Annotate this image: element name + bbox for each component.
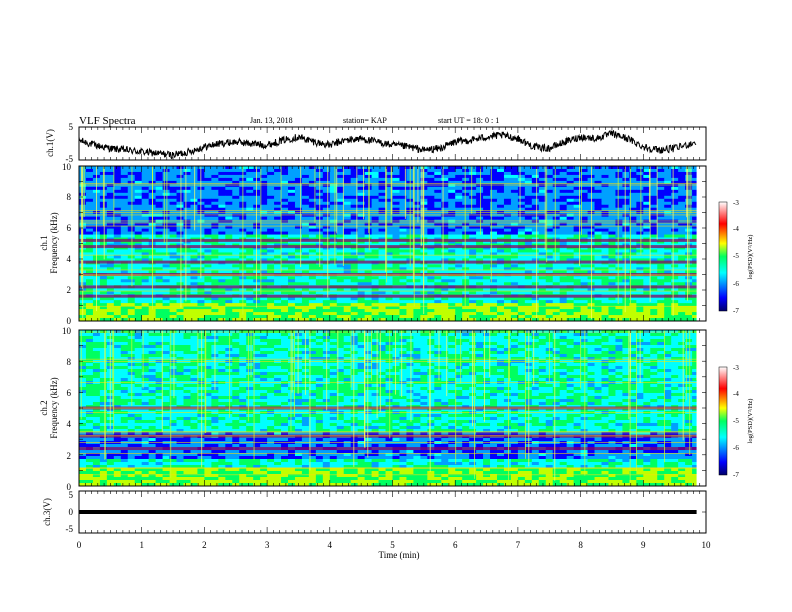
ch1-colorbar: -3 -4 -5 -6 -7 log(PSD)(V²/Hz)	[718, 199, 754, 315]
time-tick-6: 6	[453, 540, 458, 550]
ch1-frequency-ylabel: Frequency (kHz)	[49, 212, 59, 273]
ch1-channel-label: ch.1	[39, 235, 49, 250]
time-tick-9: 9	[641, 540, 646, 550]
ch1-freq-tick-0: 0	[67, 316, 72, 326]
ch3-ytick-mid: 0	[69, 507, 74, 517]
start-time-label: start UT = 18: 0 : 1	[438, 116, 499, 125]
ch2-spectrogram-panel: 10 8 6 4 2 0 ch.2 Frequency (kHz)	[39, 326, 707, 492]
time-axis-label: Time (min)	[379, 550, 420, 560]
ch1-ytick-bottom: -5	[66, 154, 74, 164]
ch1-spectrogram-image	[79, 166, 707, 322]
ch1-amplitude-line	[78, 129, 697, 160]
ch2-freq-tick-2: 2	[67, 451, 72, 461]
ch1-colorbar-tick-m6: -6	[733, 280, 739, 288]
ch1-freq-tick-4: 4	[67, 254, 72, 264]
ch2-freq-tick-8: 8	[67, 357, 72, 367]
ch2-frequency-ylabel: Frequency (kHz)	[49, 377, 59, 438]
time-tick-4: 4	[328, 540, 333, 550]
date-label: Jan. 13, 2018	[250, 116, 293, 125]
ch1-amplitude-trace	[78, 129, 697, 160]
time-tick-8: 8	[578, 540, 583, 550]
figure-title: VLF Spectra	[79, 115, 136, 127]
ch3-amplitude-ylabel: ch.3(V)	[42, 498, 52, 526]
ch1-colorbar-label: log(PSD)(V²/Hz)	[747, 235, 754, 280]
ch1-freq-tick-6: 6	[67, 223, 72, 233]
ch1-amplitude-panel: 5 -5 ch.1(V)	[45, 122, 707, 164]
ch2-colorbar: -3 -4 -5 -6 -7 log(PSD)(V²/Hz)	[718, 364, 754, 479]
ch2-channel-label: ch.2	[39, 400, 49, 415]
ch2-colorbar-tick-m5: -5	[733, 417, 739, 425]
ch1-freq-tick-8: 8	[67, 192, 72, 202]
ch1-spectrogram-panel: 10 8 6 4 2 0 ch.1 Frequency (kHz)	[39, 162, 707, 326]
time-tick-7: 7	[516, 540, 521, 550]
ch2-spectrogram-image	[79, 330, 707, 487]
time-tick-0: 0	[77, 540, 82, 550]
time-axis-ticks: 0 1 2 3 4 5 6 7 8 9 10	[77, 540, 711, 550]
ch1-colorbar-tick-m4: -4	[733, 225, 739, 233]
ch2-freq-tick-0: 0	[67, 482, 72, 492]
ch2-colorbar-label: log(PSD)(V²/Hz)	[747, 399, 754, 444]
ch2-colorbar-tick-m4: -4	[733, 390, 739, 398]
time-tick-1: 1	[139, 540, 144, 550]
ch2-freq-tick-10: 10	[62, 326, 72, 336]
time-tick-10: 10	[702, 540, 712, 550]
station-label: station= KAP	[343, 116, 387, 125]
ch2-colorbar-tick-m3: -3	[733, 364, 739, 372]
ch3-ytick-bottom: -5	[66, 524, 74, 534]
ch2-freq-tick-4: 4	[67, 419, 72, 429]
ch2-freq-tick-6: 6	[67, 388, 72, 398]
ch1-colorbar-tick-m3: -3	[733, 199, 739, 207]
ch3-amplitude-panel: 5 0 -5 ch.3(V) 0 1 2 3 4 5 6 7 8 9 10 Ti…	[42, 490, 711, 560]
ch1-freq-tick-10: 10	[62, 162, 72, 172]
ch1-colorbar-tick-m5: -5	[733, 252, 739, 260]
ch2-colorbar-tick-m6: -6	[733, 444, 739, 452]
time-tick-2: 2	[202, 540, 207, 550]
ch2-colorbar-tick-m7: -7	[733, 471, 739, 479]
ch3-ytick-top: 5	[69, 490, 74, 500]
ch1-amplitude-ylabel: ch.1(V)	[45, 129, 55, 157]
time-tick-5: 5	[390, 540, 395, 550]
ch1-colorbar-tick-m7: -7	[733, 307, 739, 315]
time-tick-3: 3	[265, 540, 270, 550]
ch1-freq-tick-2: 2	[67, 285, 72, 295]
ch1-ytick-top: 5	[69, 122, 74, 132]
